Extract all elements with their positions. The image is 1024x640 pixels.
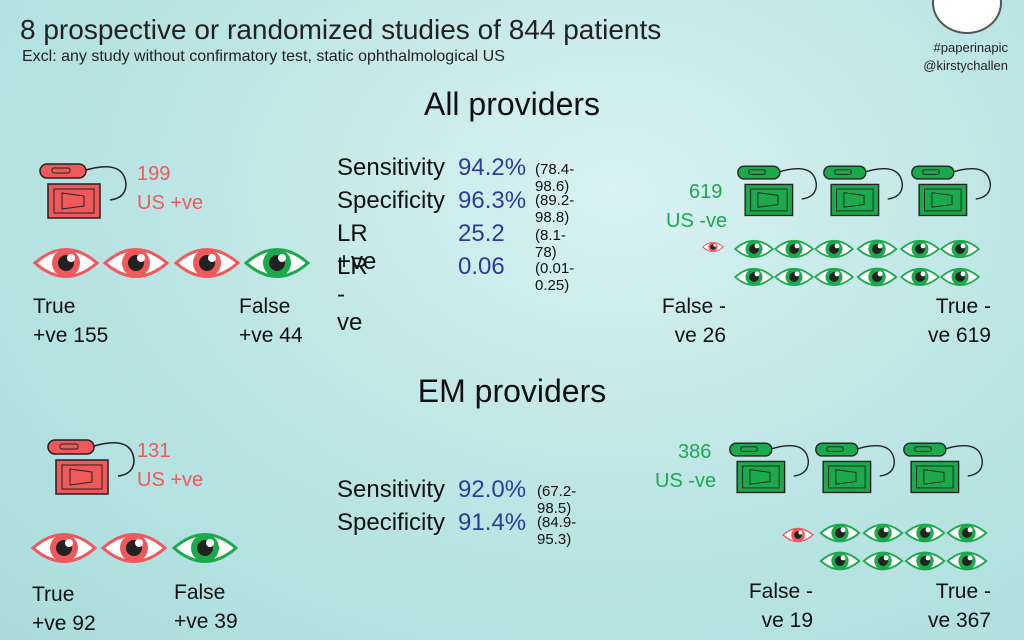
- eye-icon: [101, 527, 167, 569]
- all-negative-count: 619: [689, 181, 723, 203]
- ultrasound-device-icon: [38, 158, 130, 220]
- all-true-positive: True +ve 155: [33, 295, 109, 347]
- eye-icon: [734, 264, 774, 290]
- eye-icon: [174, 242, 240, 284]
- eye-icon: [940, 264, 980, 290]
- ultrasound-device-icon: [814, 435, 898, 497]
- eye-icon: [940, 236, 980, 262]
- em-providers-heading: EM providers: [417, 373, 607, 409]
- all-providers-heading: All providers: [423, 86, 601, 122]
- eye-icon: [862, 548, 904, 574]
- eye-icon: [862, 520, 904, 546]
- eye-icon: [854, 264, 900, 290]
- eye-icon: [814, 264, 854, 290]
- eye-icon: [946, 520, 988, 546]
- all-positive-label: US +ve: [137, 192, 204, 214]
- all-negative-eyes: [734, 236, 994, 292]
- ultrasound-device-icon: [910, 158, 994, 220]
- author-avatar: [932, 0, 1002, 34]
- em-true-positive: True +ve 92: [32, 583, 96, 635]
- em-positive-count: 131: [137, 440, 171, 462]
- em-false-negative: False - ve 19: [748, 580, 813, 632]
- page-subtitle: Excl: any study without confirmatory tes…: [22, 48, 505, 65]
- hashtag: #paperinapic: [933, 40, 1008, 55]
- author-handle: @kirstychallen: [923, 58, 1008, 73]
- em-positive-eyes: [31, 527, 238, 574]
- all-false-positive: False +ve 44: [239, 295, 303, 347]
- page-title: 8 prospective or randomized studies of 8…: [20, 14, 662, 45]
- eye-icon: [900, 236, 940, 262]
- ultrasound-device-icon: [736, 158, 820, 220]
- all-negative-label: US -ve: [666, 210, 728, 232]
- em-true-negative: True - ve 367: [927, 580, 991, 632]
- all-true-negative: True - ve 619: [927, 295, 991, 347]
- eye-icon: [244, 242, 310, 284]
- eye-icon: [702, 240, 724, 254]
- ultrasound-device-icon: [728, 435, 812, 497]
- eye-icon: [854, 236, 900, 262]
- eye-icon: [818, 548, 862, 574]
- em-positive-label: US +ve: [137, 469, 204, 491]
- ultrasound-device-icon: [902, 435, 986, 497]
- em-negative-count: 386: [678, 441, 712, 463]
- eye-icon: [946, 548, 988, 574]
- all-false-negative: False - ve 26: [661, 295, 726, 347]
- eye-icon: [734, 236, 774, 262]
- eye-icon: [904, 548, 946, 574]
- eye-icon: [31, 527, 97, 569]
- ultrasound-device-icon: [822, 158, 906, 220]
- eye-icon: [103, 242, 169, 284]
- eye-icon: [774, 236, 814, 262]
- eye-icon: [900, 264, 940, 290]
- eye-icon: [33, 242, 99, 284]
- eye-icon: [172, 527, 238, 569]
- all-positive-eyes: [33, 242, 310, 289]
- eye-icon: [904, 520, 946, 546]
- ultrasound-device-icon: [46, 434, 138, 496]
- all-positive-count: 199: [137, 163, 171, 185]
- eye-icon: [782, 524, 814, 546]
- eye-icon: [774, 264, 814, 290]
- em-negative-label: US -ve: [655, 470, 717, 492]
- eye-icon: [818, 520, 862, 546]
- em-negative-eyes: [818, 520, 994, 576]
- eye-icon: [814, 236, 854, 262]
- em-false-positive: False +ve 39: [174, 581, 238, 633]
